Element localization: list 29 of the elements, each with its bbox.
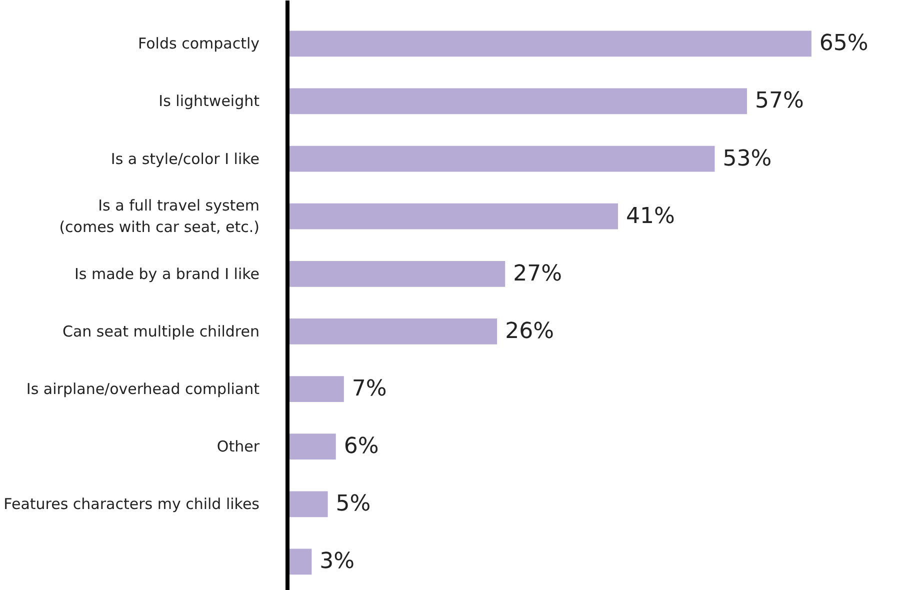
y-tick-label: Is lightweight — [158, 92, 260, 110]
data-label: 53% — [722, 146, 772, 172]
data-label: 7% — [352, 376, 387, 402]
data-label: 41% — [626, 204, 675, 229]
bar — [288, 491, 328, 518]
bar — [288, 376, 344, 402]
bar — [288, 434, 336, 460]
y-tick-label: Is a style/color I like — [110, 150, 260, 168]
data-label: 27% — [513, 261, 562, 286]
data-label: 3% — [320, 549, 355, 574]
bar — [288, 318, 498, 344]
bar — [288, 260, 506, 287]
bar — [288, 30, 812, 57]
y-tick-label: Features characters my child likes — [4, 495, 260, 514]
data-label: 26% — [505, 318, 554, 344]
y-tick-label: Folds compactly — [138, 34, 260, 53]
y-tick-label: Is airplane/overhead compliant — [26, 380, 260, 398]
data-label: 65% — [819, 31, 868, 56]
bar — [288, 203, 618, 230]
bar — [288, 146, 715, 172]
bar — [288, 548, 312, 575]
y-tick-label: Can seat multiple children — [62, 322, 260, 340]
data-label: 5% — [336, 492, 371, 517]
data-label: 57% — [754, 88, 804, 114]
y-tick-label: Is a full travel system (comes with car seat, etc.) — [59, 196, 260, 236]
data-label: 6% — [344, 434, 379, 460]
bar — [288, 88, 747, 114]
y-tick-label: Is made by a brand I like — [74, 264, 260, 283]
y-tick-label: Other — [216, 438, 260, 456]
